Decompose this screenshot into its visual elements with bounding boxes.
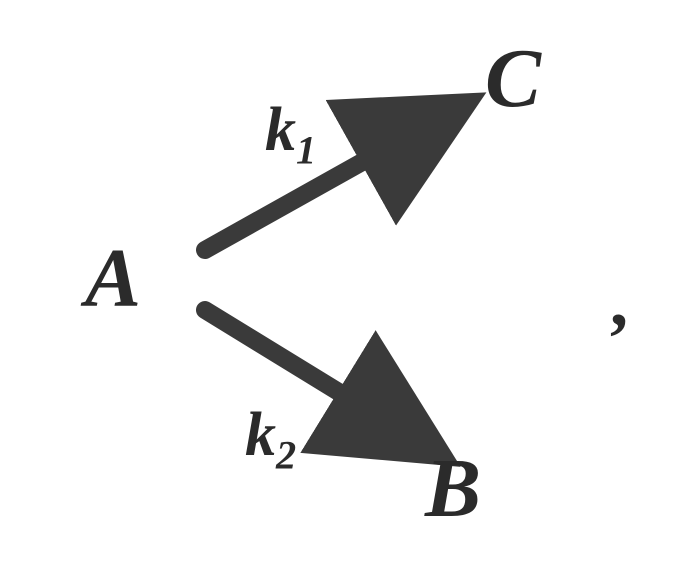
node-c-text: C (485, 32, 541, 125)
reaction-branch-diagram: A C B k1 k2 , (0, 0, 700, 569)
trailing-comma-text: , (610, 261, 628, 341)
edge-k2-arrow (205, 310, 430, 448)
edge-label-k2-sub: 2 (276, 432, 296, 477)
node-a: A (85, 230, 141, 327)
node-b: B (425, 440, 481, 537)
edge-label-k2: k2 (245, 400, 296, 478)
node-a-text: A (85, 232, 141, 325)
edge-k1-arrow (205, 110, 455, 250)
edge-label-k1-main: k (265, 96, 296, 164)
node-b-text: B (425, 442, 481, 535)
edge-label-k1: k1 (265, 95, 316, 173)
trailing-comma: , (610, 260, 628, 343)
edge-label-k1-sub: 1 (296, 127, 316, 172)
node-c: C (485, 30, 541, 127)
edge-label-k2-main: k (245, 401, 276, 469)
